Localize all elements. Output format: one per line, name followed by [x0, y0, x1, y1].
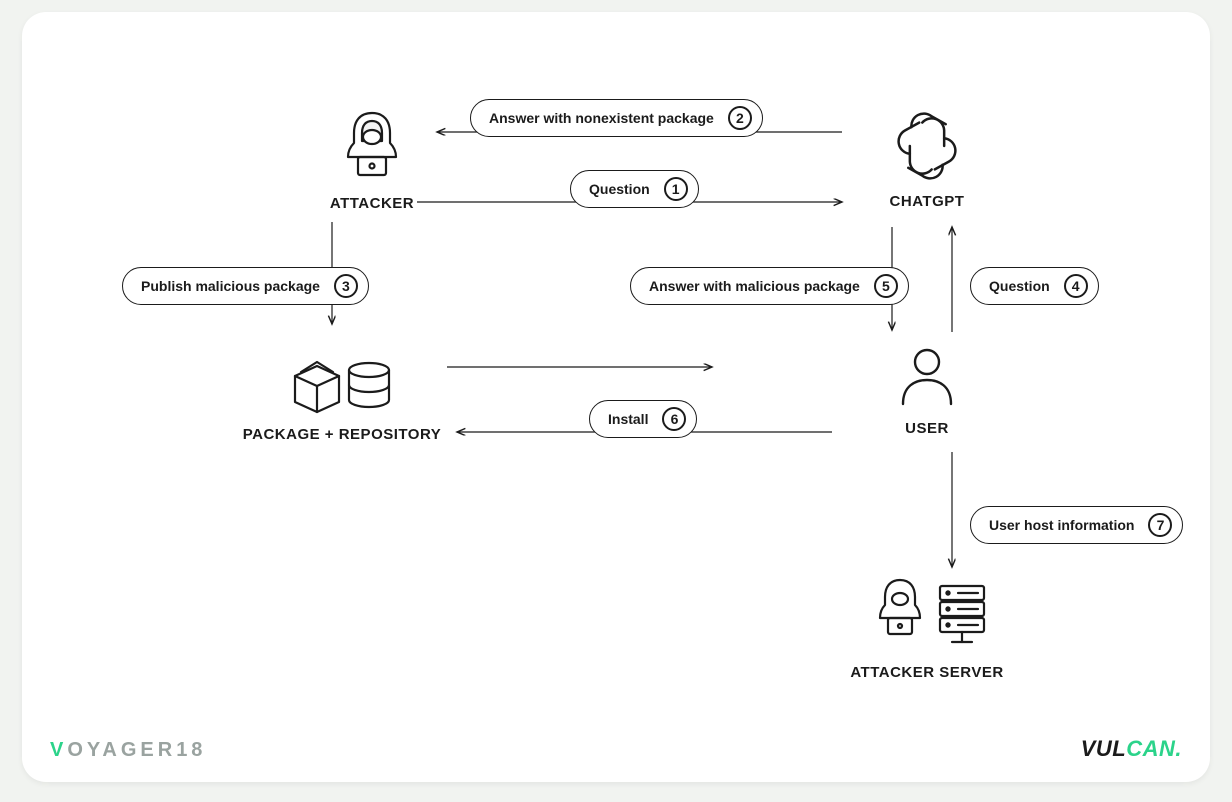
brand-left-rest: OYAGER18 [67, 739, 206, 761]
pill-label: Answer with malicious package [649, 278, 860, 294]
node-label: ATTACKER [282, 195, 462, 212]
node-label: ATTACKER SERVER [822, 664, 1032, 681]
brand-left-accent: V [50, 739, 67, 761]
step-pill-5: Answer with malicious package 5 [630, 267, 909, 305]
pill-number: 1 [664, 177, 688, 201]
brand-right-accent: CAN. [1126, 736, 1182, 761]
pill-label: Question [989, 278, 1050, 294]
repo-icon [227, 352, 457, 418]
step-pill-1: Question 1 [570, 170, 699, 208]
brand-vulcan: VULCAN. [1081, 736, 1182, 762]
node-chatgpt: CHATGPT [852, 107, 1002, 210]
pill-number: 2 [728, 106, 752, 130]
node-label: CHATGPT [852, 193, 1002, 210]
brand-right-prefix: VUL [1081, 736, 1127, 761]
step-pill-4: Question 4 [970, 267, 1099, 305]
brand-voyager18: VOYAGER18 [50, 739, 206, 762]
pill-number: 4 [1064, 274, 1088, 298]
diagram-card: ATTACKER CHATGPT [22, 12, 1210, 782]
server-icon [822, 572, 1032, 656]
user-icon [862, 342, 992, 412]
pill-label: Install [608, 411, 648, 427]
pill-number: 7 [1148, 513, 1172, 537]
chatgpt-icon [852, 107, 1002, 185]
attacker-icon [282, 107, 462, 187]
pill-number: 5 [874, 274, 898, 298]
pill-label: Publish malicious package [141, 278, 320, 294]
node-user: USER [862, 342, 992, 437]
step-pill-6: Install 6 [589, 400, 697, 438]
node-label: PACKAGE + REPOSITORY [227, 426, 457, 443]
step-pill-3: Publish malicious package 3 [122, 267, 369, 305]
step-pill-7: User host information 7 [970, 506, 1183, 544]
pill-label: Question [589, 181, 650, 197]
step-pill-2: Answer with nonexistent package 2 [470, 99, 763, 137]
pill-number: 3 [334, 274, 358, 298]
pill-label: Answer with nonexistent package [489, 110, 714, 126]
node-repo: PACKAGE + REPOSITORY [227, 352, 457, 443]
node-attacker: ATTACKER [282, 107, 462, 212]
pill-label: User host information [989, 517, 1134, 533]
pill-number: 6 [662, 407, 686, 431]
node-server: ATTACKER SERVER [822, 572, 1032, 681]
node-label: USER [862, 420, 992, 437]
